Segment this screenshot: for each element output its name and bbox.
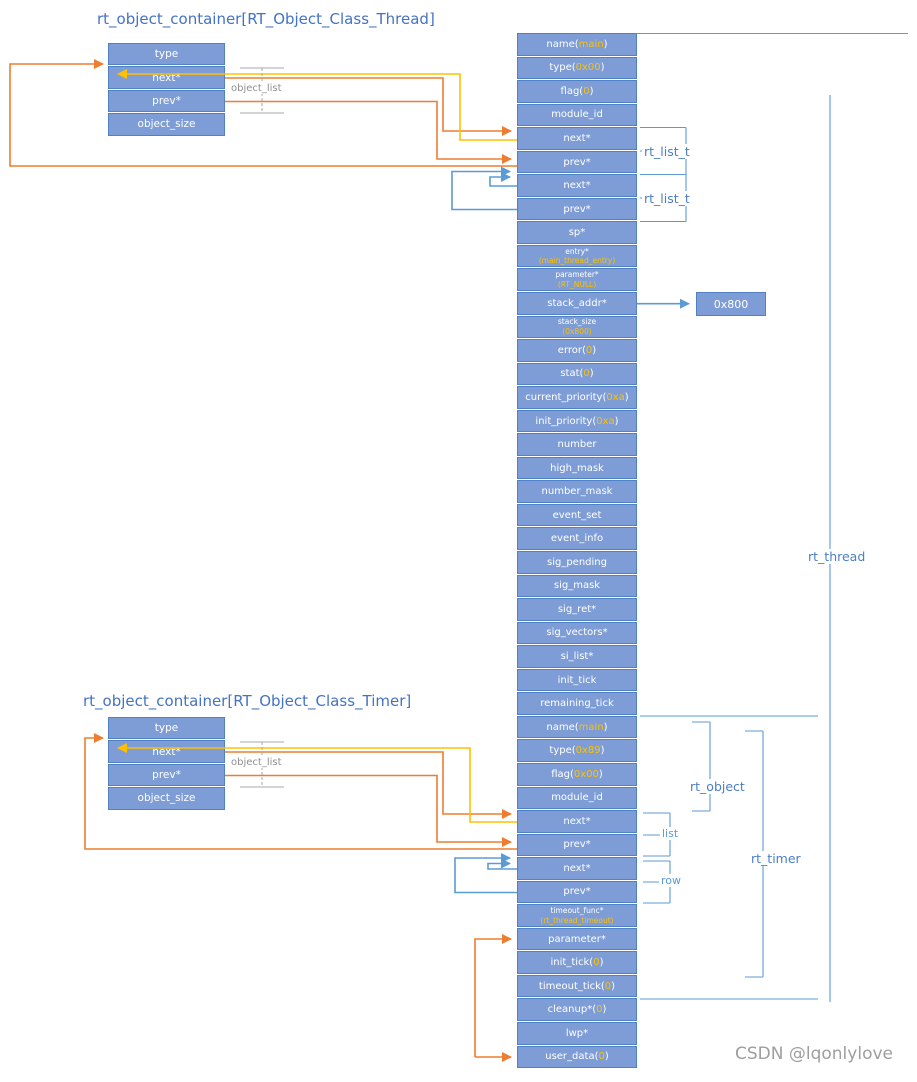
container-field-object-size: object_size (108, 787, 225, 810)
container-field-next: next* (108, 66, 225, 89)
loop-timer-row-next-self (487, 858, 517, 870)
field-init-tick: init_tick(0) (517, 951, 637, 974)
field-stat: stat(0) (517, 362, 637, 386)
field-stack-addr: stack_addr* (517, 292, 637, 315)
stack-addr-value-box: 0x800 (696, 292, 766, 316)
field-sig-ret: sig_ret* (517, 598, 637, 621)
list-label: list (660, 827, 681, 840)
rt-list-t-label-2: rt_list_t (642, 191, 692, 206)
object-list-dimension-lines (240, 67, 284, 788)
field-high-mask: high_mask (517, 456, 637, 480)
field-init-tick: init_tick (517, 668, 637, 692)
field-module-id: module_id (517, 103, 637, 127)
row-label: row (659, 874, 684, 887)
field-prev: prev* (517, 150, 637, 174)
rt-object-label: rt_object (688, 779, 747, 794)
field-flag: flag(0x00) (517, 762, 637, 786)
field-name: name(main) (517, 33, 637, 56)
stack-addr-value: 0x800 (713, 297, 749, 311)
field-cleanup: cleanup*(0) (517, 998, 637, 1021)
field-sig-vectors: sig_vectors* (517, 621, 637, 645)
field-stack-size: stack_size (0x800) (517, 315, 637, 339)
loop-timer-row-prev-self (454, 853, 517, 894)
field-type: type(0x00) (517, 56, 637, 80)
field-parameter: parameter* (RT_NULL) (517, 268, 637, 292)
field-type: type(0x89) (517, 739, 637, 762)
link-timer-container-prev-to-list (225, 774, 512, 847)
csdn-watermark: CSDN @lqonlylove (735, 1044, 893, 1064)
field-sp: sp* (517, 221, 637, 244)
thread-container-title: rt_object_container[RT_Object_Class_Thre… (97, 10, 435, 28)
field-sig-pending: sig_pending (517, 551, 637, 574)
link-parameter-pointer (474, 934, 512, 1057)
field-parameter: parameter* (517, 927, 637, 951)
field-lwp: lwp* (517, 1021, 637, 1045)
container-field-type: type (108, 717, 225, 740)
field-prev: prev* (517, 833, 637, 857)
field-module-id: module_id (517, 786, 637, 810)
field-next: next* (517, 127, 637, 150)
timer-container-box: type next* prev* object_size (108, 717, 225, 811)
field-current-priority: current_priority(0xa) (517, 386, 637, 409)
orange-links (9, 59, 517, 1062)
thread-container-box: type next* prev* object_size (108, 43, 225, 137)
field-flag: flag(0) (517, 80, 637, 103)
container-field-next: next* (108, 740, 225, 763)
field-event-info: event_info (517, 527, 637, 551)
link-thread-container-prev-to-list (225, 100, 512, 164)
container-field-object-size: object_size (108, 113, 225, 136)
field-prev: prev* (517, 197, 637, 221)
rt-thread-label: rt_thread (806, 549, 868, 564)
field-number: number (517, 433, 637, 456)
field-timeout-func: timeout_func* (rt_thread_timeout) (517, 904, 637, 927)
loop-thread-tlist-next-self (489, 172, 517, 187)
container-field-prev: prev* (108, 763, 225, 787)
rt-list-t-ticks (640, 126, 687, 223)
container-field-type: type (108, 43, 225, 66)
object-list-label-thread: object_list (229, 83, 284, 94)
rt-timer-label: rt_timer (749, 851, 803, 866)
field-number-mask: number_mask (517, 480, 637, 503)
field-prev: prev* (517, 880, 637, 904)
rt-list-t-label-1: rt_list_t (642, 144, 692, 159)
field-error: error(0) (517, 339, 637, 362)
field-init-priority: init_priority(0xa) (517, 409, 637, 433)
field-user-data: user_data(0) (517, 1045, 637, 1069)
field-next: next* (517, 810, 637, 833)
field-entry: entry* (main_thread_entry) (517, 244, 637, 268)
link-thread-list-prev-back-to-container (9, 59, 517, 167)
field-name: name(main) (517, 715, 637, 739)
object-list-label-timer: object_list (229, 757, 284, 768)
field-event-set: event_set (517, 503, 637, 527)
field-si-list: si_list* (517, 645, 637, 668)
struct-column: name(main) type(0x00) flag(0) module_id next… (517, 33, 637, 1069)
field-timeout-tick: timeout_tick(0) (517, 974, 637, 998)
timer-container-title: rt_object_container[RT_Object_Class_Time… (83, 692, 412, 710)
rt-object-bracket (692, 721, 711, 812)
field-sig-mask: sig_mask (517, 574, 637, 598)
field-remaining-tick: remaining_tick (517, 692, 637, 715)
field-next: next* (517, 174, 637, 197)
container-field-prev: prev* (108, 89, 225, 113)
field-next: next* (517, 857, 637, 880)
loop-thread-tlist-prev-self (451, 166, 517, 211)
